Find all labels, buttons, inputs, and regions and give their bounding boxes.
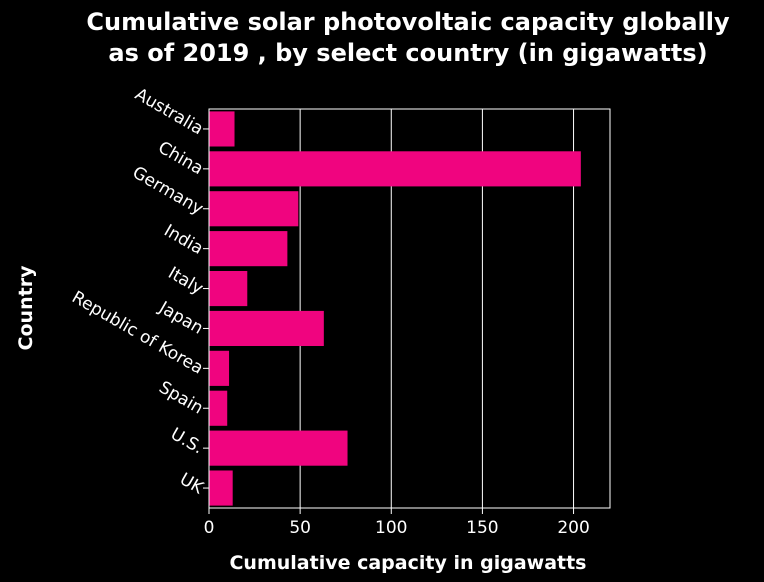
y-tick-label: U.S. [167,424,206,458]
y-axis-title: Country [15,265,37,351]
x-tick-label: 200 [557,518,589,538]
bars [209,111,581,506]
chart-title-line-2: as of 2019 , by select country (in gigaw… [108,39,707,67]
bar-republic-of-korea [209,350,230,386]
chart-title-line-1: Cumulative solar photovoltaic capacity g… [86,8,730,36]
plot-area-frame [208,108,611,509]
bar-u-s [209,430,348,466]
y-tick-label: Italy [165,263,207,299]
y-tick-label: Republic of Korea [68,287,206,378]
bar-germany [209,191,299,227]
y-tick-label: Australia [131,84,206,139]
y-tick-label: Japan [155,297,207,339]
bar-italy [209,270,248,307]
bar-uk [209,470,233,506]
x-tick-label: 0 [204,518,215,538]
y-tick-label: China [154,138,206,180]
bar-india [209,231,288,267]
x-axis-ticks: 0 50 100 150 200 [204,508,590,538]
bar-australia [209,111,235,147]
y-tick-label: India [160,221,206,259]
x-axis-title: Cumulative capacity in gigawatts [229,552,586,574]
y-tick-label: UK [176,469,207,499]
y-axis-ticks: AustraliaChinaGermanyIndiaItalyJapanRepu… [68,84,209,499]
x-tick-label: 50 [289,518,311,538]
bar-spain [209,390,228,426]
bar-china [209,151,581,187]
x-tick-label: 100 [375,518,407,538]
y-tick-label: Spain [155,378,206,419]
x-tick-label: 150 [466,518,498,538]
bar-japan [209,310,324,347]
